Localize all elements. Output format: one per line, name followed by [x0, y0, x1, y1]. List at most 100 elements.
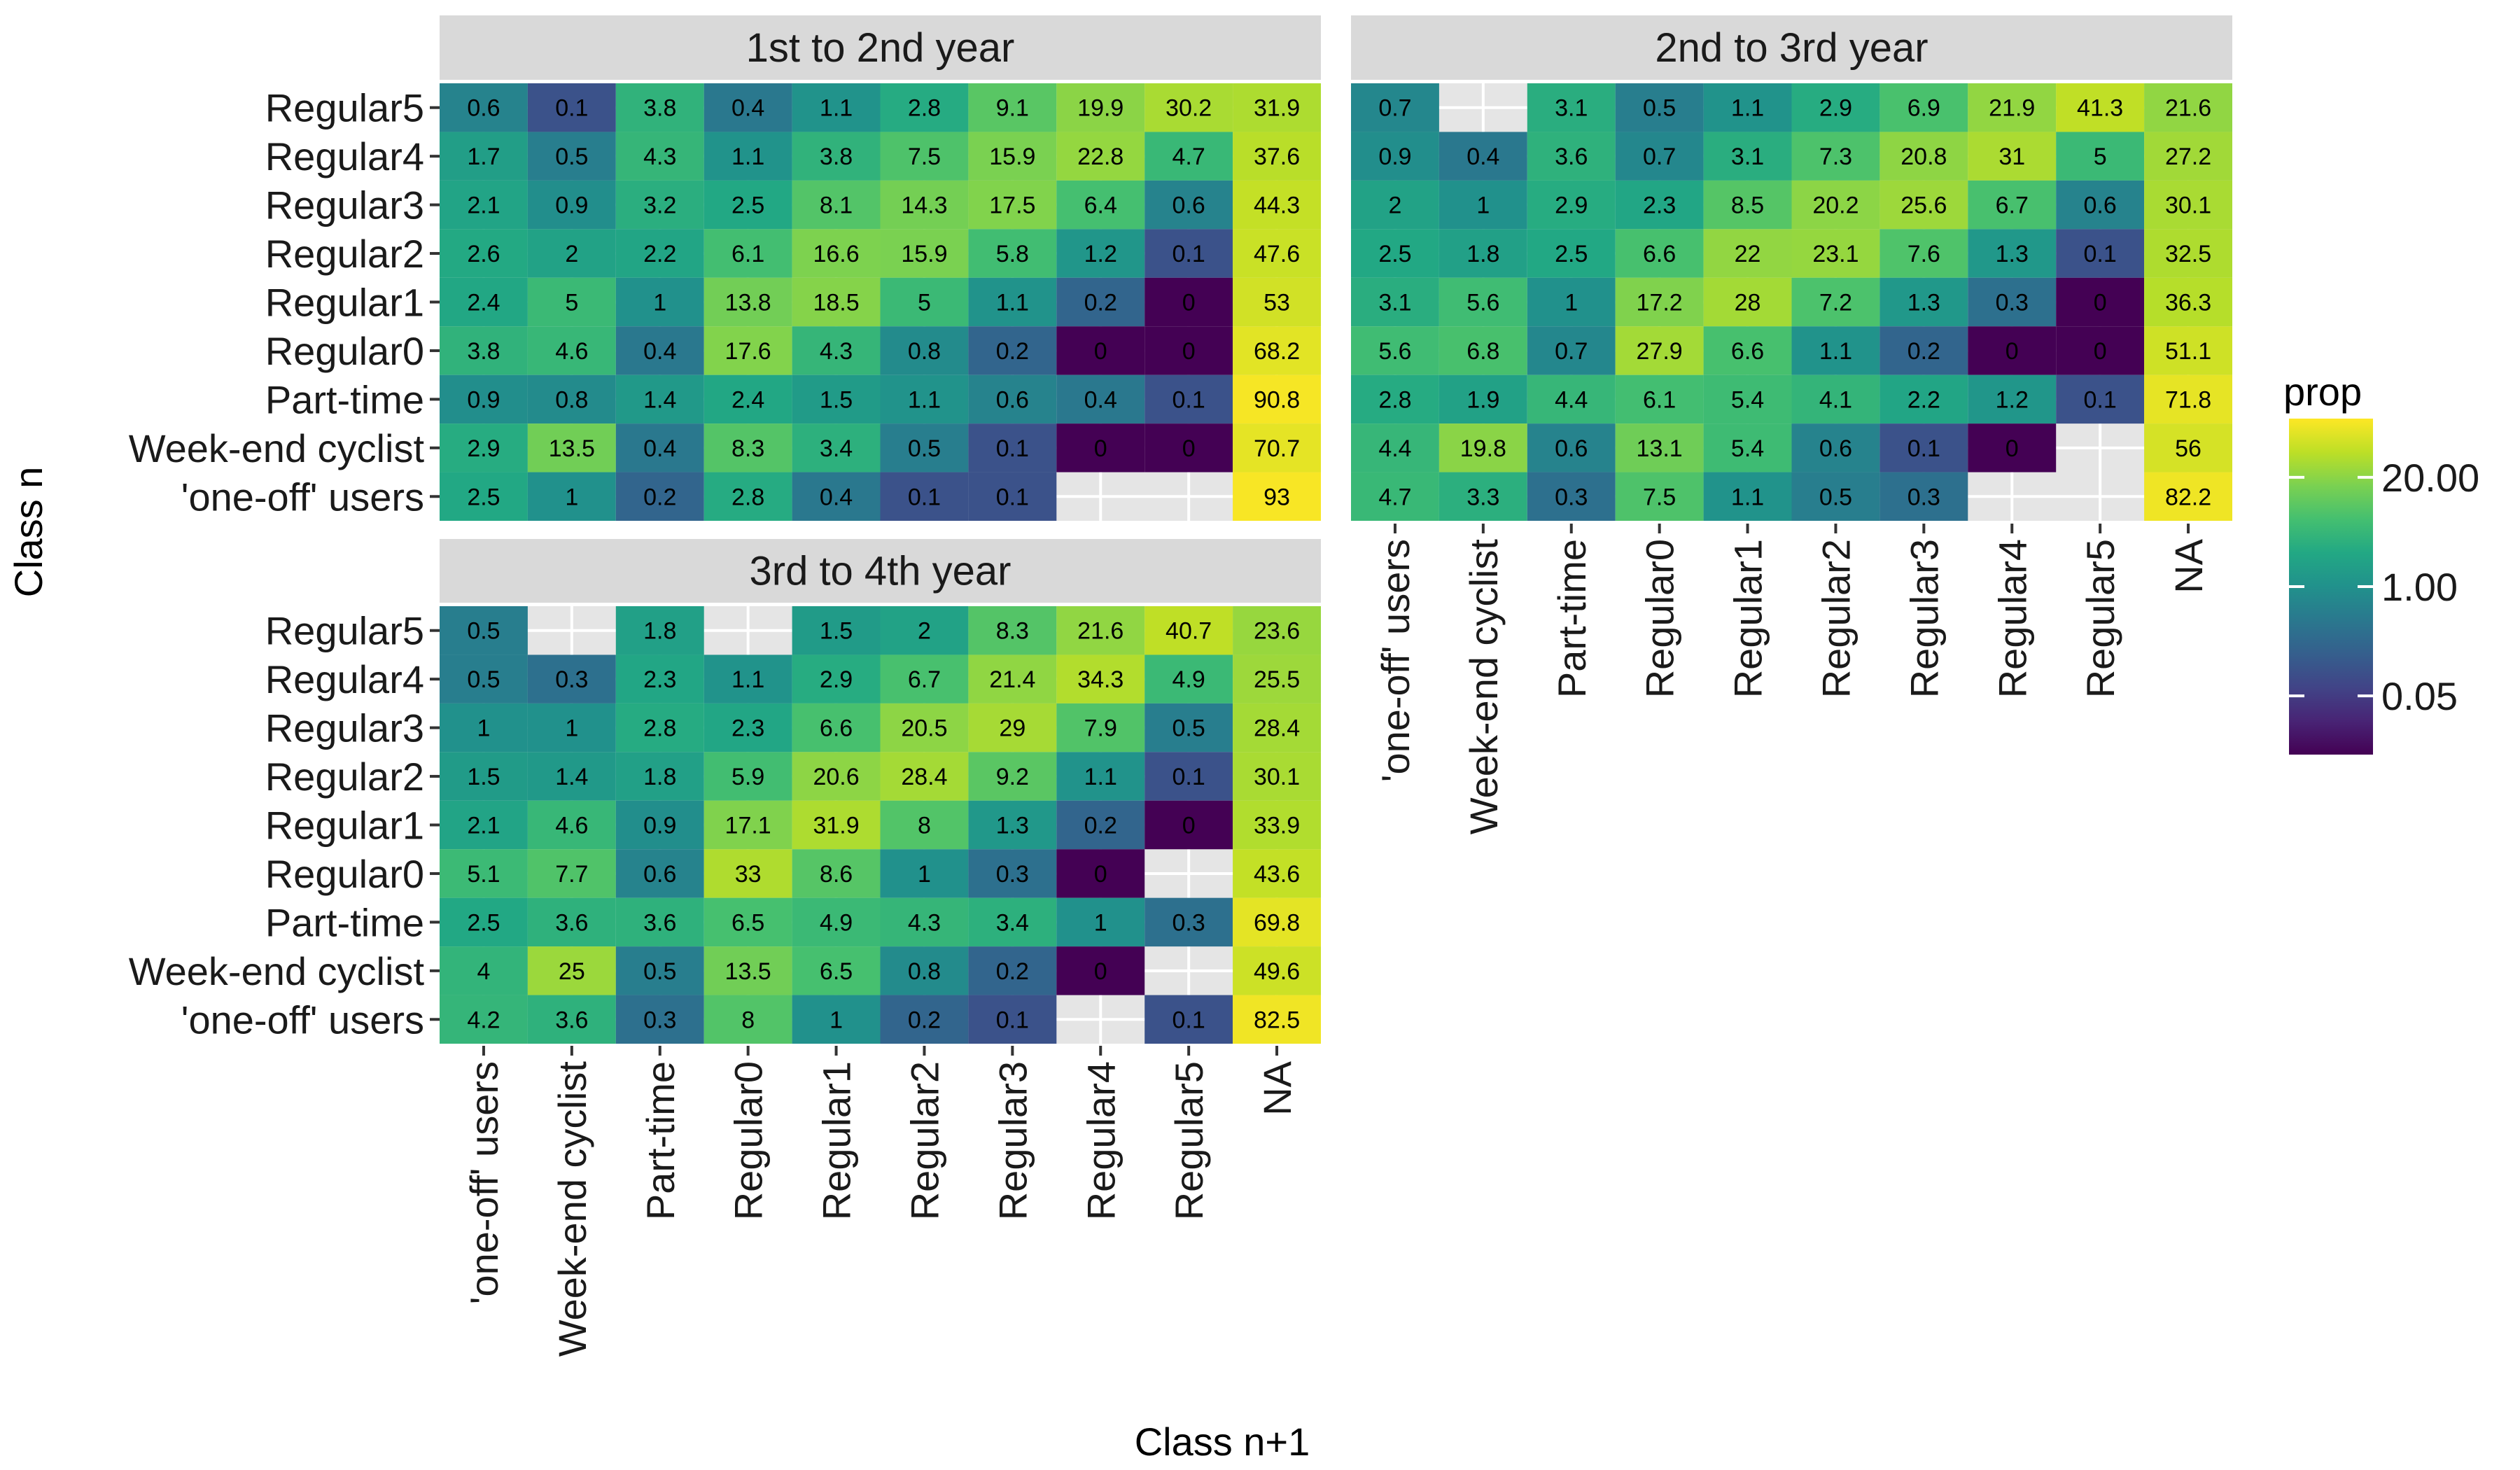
- cell-value-label: 82.5: [1254, 1007, 1300, 1033]
- cell-value-label: 0.1: [2084, 241, 2117, 267]
- cell-value-label: 41.3: [2077, 95, 2123, 122]
- heatmap-cell: [880, 374, 969, 424]
- cell-value-label: 3.6: [555, 909, 588, 936]
- cell-value-label: 1: [1476, 192, 1490, 219]
- cell-value-label: 4.6: [555, 338, 588, 365]
- heatmap-cell: [2056, 229, 2145, 278]
- x-tick-label: Week-end cyclist: [1462, 539, 1506, 835]
- cell-value-label: 18.5: [813, 290, 859, 316]
- heatmap-cell: [792, 180, 881, 230]
- heatmap-cell: [1144, 800, 1233, 850]
- heatmap-cell: [1056, 374, 1145, 424]
- cell-value-label: 0.9: [555, 192, 588, 219]
- heatmap-cell: [440, 946, 528, 995]
- heatmap-cell: [527, 326, 616, 375]
- cell-value-label: 21.6: [2165, 95, 2211, 122]
- legend-tick-label: 1.00: [2381, 565, 2458, 609]
- heatmap-cell: [880, 132, 969, 181]
- heatmap-cell: [1233, 800, 1321, 850]
- cell-value-label: 17.2: [1637, 290, 1683, 316]
- heatmap-cell: [1791, 83, 1880, 132]
- heatmap-cell: [1233, 83, 1321, 132]
- heatmap-cell: [968, 229, 1057, 278]
- cell-value-label: 1: [918, 861, 931, 888]
- cell-value-label: 1: [1094, 909, 1107, 936]
- cell-value-label: 5.6: [1378, 338, 1411, 365]
- cell-value-label: 17.6: [725, 338, 771, 365]
- heatmap-cell: [1056, 946, 1145, 995]
- heatmap-cell: [1233, 703, 1321, 752]
- heatmap-cell: [1233, 277, 1321, 327]
- cell-value-label: 0: [2094, 338, 2107, 365]
- cell-value-label: 51.1: [2165, 338, 2211, 365]
- cell-value-label: 5.4: [1731, 435, 1764, 462]
- heatmap-cell: [1056, 654, 1145, 704]
- heatmap-cell: [1615, 132, 1704, 181]
- cell-value-label: 3.8: [467, 338, 500, 365]
- cell-value-label: 1.3: [1907, 290, 1940, 316]
- heatmap-cell: [1233, 229, 1321, 278]
- heatmap-cell: [440, 654, 528, 704]
- cell-value-label: 17.1: [725, 813, 771, 839]
- cell-value-label: 31.9: [813, 813, 859, 839]
- heatmap-cell: [880, 800, 969, 850]
- cell-value-label: 8: [918, 813, 931, 839]
- heatmap-cell: [615, 424, 704, 472]
- cell-value-label: 19.9: [1077, 95, 1124, 122]
- heatmap-cell: [1968, 424, 2057, 472]
- cell-value-label: 1.2: [1084, 241, 1117, 267]
- heatmap-cell: [1144, 654, 1233, 704]
- heatmap-cell: [527, 654, 616, 704]
- cell-value-label: 0.6: [643, 861, 676, 888]
- heatmap-cell: [2144, 424, 2232, 472]
- cell-value-label: 20.5: [901, 715, 947, 742]
- cell-value-label: 0: [2005, 338, 2019, 365]
- y-tick-label: Part-time: [265, 900, 424, 944]
- cell-value-label: 15.9: [989, 144, 1035, 170]
- cell-value-label: 0.2: [996, 338, 1029, 365]
- y-tick-label: Regular0: [265, 329, 424, 373]
- heatmap-cell: [615, 849, 704, 898]
- cell-value-label: 0: [1094, 338, 1107, 365]
- x-tick-label: Regular4: [1079, 1061, 1123, 1220]
- heatmap-cell: [1615, 180, 1704, 230]
- heatmap-cell: [1233, 326, 1321, 375]
- cell-value-label: 0.2: [996, 958, 1029, 985]
- panel-3rd-to-4th-year: 3rd to 4th year 0.5 1.8 1.5 2 8.3 21.6 40.7 23.6…: [129, 539, 1321, 1357]
- cell-value-label: 3.6: [555, 1007, 588, 1033]
- heatmap-cell: [1703, 472, 1792, 521]
- heatmap-cell: [880, 995, 969, 1044]
- heatmap-cell: [880, 897, 969, 947]
- cell-value-label: 31: [1998, 144, 2025, 170]
- heatmap-cell: [1351, 180, 1439, 230]
- cell-value-label: 1.1: [1731, 484, 1764, 510]
- cell-value-label: 4.3: [820, 338, 853, 365]
- heatmap-cell: [615, 703, 704, 752]
- heatmap-cell: [1056, 897, 1145, 947]
- heatmap-cell: [615, 277, 704, 327]
- cell-value-label: 1: [1564, 290, 1578, 316]
- cell-value-label: 7.7: [555, 861, 588, 888]
- cell-value-label: 1.8: [643, 618, 676, 645]
- cell-value-label: 4.3: [908, 909, 941, 936]
- heatmap-cell: [1144, 995, 1233, 1044]
- panel-title: 2nd to 3rd year: [1655, 25, 1928, 71]
- heatmap-cell: [704, 326, 792, 375]
- heatmap-cell: [1056, 606, 1145, 655]
- heatmap-cell: [2144, 180, 2232, 230]
- cell-value-label: 0.1: [996, 435, 1029, 462]
- panel-title: 3rd to 4th year: [750, 549, 1011, 594]
- x-tick-label: NA: [2166, 538, 2211, 593]
- cell-value-label: 21.4: [989, 666, 1035, 693]
- heatmap-cell: [968, 849, 1057, 898]
- cell-value-label: 7.3: [1819, 144, 1852, 170]
- heatmap-cell: [1233, 180, 1321, 230]
- cell-value-label: 82.2: [2165, 484, 2211, 510]
- cell-value-label: 1.5: [820, 618, 853, 645]
- x-tick-label: Regular3: [1902, 539, 1946, 698]
- heatmap-cell: [1351, 277, 1439, 327]
- cell-value-label: 0.5: [908, 435, 941, 462]
- heatmap-cell: [615, 654, 704, 704]
- cell-value-label: 6.6: [820, 715, 853, 742]
- heatmap-cell: [1703, 83, 1792, 132]
